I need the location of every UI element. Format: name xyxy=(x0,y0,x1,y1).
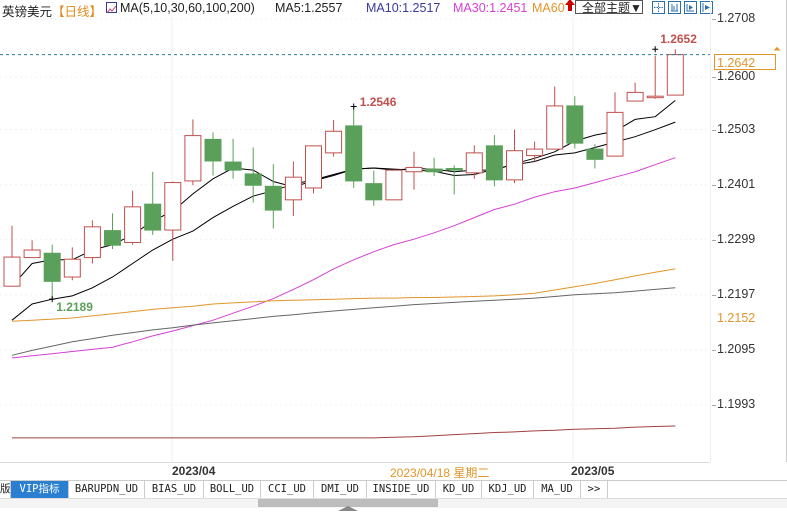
period-label[interactable]: 【日线】 xyxy=(52,5,103,19)
candle-body xyxy=(365,183,383,201)
low-annotation: 1.2189 xyxy=(56,300,93,315)
candle-body xyxy=(104,230,121,246)
tab-prev[interactable]: 版 xyxy=(0,481,11,498)
y-tick xyxy=(712,349,716,351)
chart-header: 英镑美元 【日线】 MA(5,10,30,60,100,200) MA5:1.2… xyxy=(0,0,787,19)
extreme-marker xyxy=(350,103,357,110)
candle-body xyxy=(506,150,523,181)
candle-body xyxy=(385,169,403,201)
tab-ma[interactable]: MA_UD xyxy=(534,481,581,498)
extreme-marker xyxy=(49,296,56,303)
symbol-title: 英镑美元 xyxy=(2,5,53,19)
play-icon[interactable] xyxy=(684,1,697,14)
y-tick-label: 1.2299 xyxy=(717,231,756,246)
x-label-may: 2023/05 xyxy=(571,464,615,478)
y-tick-label: 1.2708 xyxy=(717,11,756,25)
candle-body xyxy=(144,203,162,231)
tab-barupdn[interactable]: BARUPDN_UD xyxy=(69,481,145,498)
tab-more[interactable]: >> xyxy=(581,481,608,498)
indicator-tabs: 版 VIP指标 BARUPDN_UD BIAS_UD BOLL_UD CCI_U… xyxy=(0,480,787,499)
candle-body xyxy=(566,105,584,144)
tab-kdj[interactable]: KDJ_UD xyxy=(482,481,534,498)
tab-bias[interactable]: BIAS_UD xyxy=(145,481,204,498)
y-tick xyxy=(712,239,716,241)
y-tick xyxy=(712,19,716,20)
ma-indicator-icon[interactable] xyxy=(106,2,117,14)
tab-cci[interactable]: CCI_UD xyxy=(261,481,314,498)
y-tick-label: 1.2095 xyxy=(717,341,756,356)
candle-body xyxy=(526,148,544,157)
current-price-marker: 1.2642 xyxy=(714,53,776,70)
candle-body xyxy=(124,206,142,243)
ma30-value: MA30:1.2451 xyxy=(453,1,528,15)
candle-body xyxy=(646,95,664,99)
y-tick xyxy=(712,77,716,79)
time-axis: 2023/04 2023/04/18 星期二 2023/05 xyxy=(0,462,710,481)
ma200-line xyxy=(12,425,676,439)
candle-body xyxy=(43,252,61,282)
y-tick-label: 1.2197 xyxy=(717,286,756,301)
tab-inside[interactable]: INSIDE_UD xyxy=(367,481,436,498)
ma-price-marker: 1.2152 xyxy=(717,311,756,326)
y-tick xyxy=(712,184,716,186)
candle-body xyxy=(485,145,503,181)
y-tick-label: 1.2401 xyxy=(717,176,756,191)
ma10-line xyxy=(11,121,676,321)
y-tick-label: 1.1993 xyxy=(717,396,756,411)
ma10-value: MA10:1.2517 xyxy=(366,1,441,15)
tab-kd[interactable]: KD_UD xyxy=(436,481,482,498)
candle-body xyxy=(445,168,463,171)
extreme-marker xyxy=(652,46,659,53)
candle-body xyxy=(184,135,202,182)
tab-vip[interactable]: VIP指标 xyxy=(11,481,69,498)
candle-body xyxy=(586,148,604,160)
y-tick xyxy=(712,294,716,296)
tab-dmi[interactable]: DMI_UD xyxy=(314,481,367,498)
candle-body xyxy=(405,166,423,173)
high-annotation-2: 1.2652 xyxy=(660,32,697,47)
arrow-up-icon[interactable] xyxy=(565,0,575,14)
candle-body xyxy=(244,173,262,186)
y-tick-label: 1.2503 xyxy=(717,121,756,136)
candle-body xyxy=(345,125,363,182)
scroll-up-icon[interactable]: ⏶ xyxy=(773,44,781,55)
candlestick-chart[interactable] xyxy=(0,16,710,462)
candle-body xyxy=(325,130,343,154)
ma100-line xyxy=(11,287,676,356)
scroll-thumb[interactable] xyxy=(258,499,438,511)
candle-body xyxy=(606,111,624,157)
x-label-apr: 2023/04 xyxy=(172,464,216,478)
high-annotation-1: 1.2546 xyxy=(359,95,397,110)
candle-body xyxy=(204,138,222,162)
ma60-value: MA60 xyxy=(532,1,565,15)
candle-body xyxy=(626,91,644,102)
ma-params: MA(5,10,30,60,100,200) xyxy=(120,1,255,15)
candle-body xyxy=(63,258,81,278)
candle-body xyxy=(425,168,443,173)
ma60-line xyxy=(11,268,676,322)
y-tick-label: 1.2600 xyxy=(717,69,756,84)
candle-body xyxy=(666,54,684,96)
ma5-value: MA5:1.2557 xyxy=(275,1,343,15)
theme-select[interactable]: 全部主题▼ xyxy=(575,0,643,15)
candle-body xyxy=(164,182,182,231)
candle-body xyxy=(264,185,282,211)
cursor-date: 2023/04/18 星期二 xyxy=(390,466,490,480)
y-tick xyxy=(712,404,716,406)
candle-body xyxy=(23,249,41,259)
candle-body xyxy=(546,105,564,150)
candle-body xyxy=(83,226,101,259)
candle-body xyxy=(3,256,21,287)
y-tick xyxy=(712,129,716,131)
bar-mode-icon[interactable] xyxy=(668,1,681,14)
candle-body xyxy=(465,152,483,174)
export-icon[interactable] xyxy=(700,1,713,14)
crosshair-icon[interactable] xyxy=(652,1,665,14)
candle-body xyxy=(305,145,322,189)
ma30-line xyxy=(11,157,676,359)
candle-body xyxy=(224,161,242,171)
candle-body xyxy=(284,176,302,201)
tab-boll[interactable]: BOLL_UD xyxy=(204,481,261,498)
